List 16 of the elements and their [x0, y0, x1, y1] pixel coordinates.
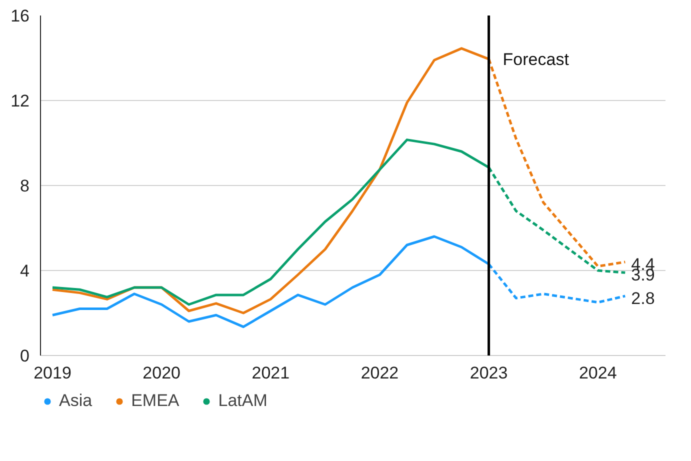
- legend-label: LatAM: [218, 391, 268, 411]
- y-tick-label: 0: [20, 346, 30, 366]
- x-tick-label: 2023: [470, 364, 508, 382]
- annotation: Forecast: [502, 50, 570, 69]
- x-tick-label: 2022: [360, 364, 399, 382]
- x-tick-label: 2019: [34, 364, 72, 382]
- legend-label: Asia: [59, 391, 92, 411]
- legend-label: EMEA: [131, 391, 180, 411]
- y-tick-label: 12: [10, 92, 30, 110]
- x-tick-label: 2021: [252, 364, 290, 382]
- y-tick-label: 16: [10, 6, 30, 26]
- y-tick-label: 4: [20, 262, 30, 280]
- data-label: 2.8: [631, 289, 655, 308]
- x-tick-label: 2020: [142, 364, 180, 382]
- y-tick-label: 8: [20, 176, 30, 196]
- x-tick-label: 2024: [578, 364, 617, 382]
